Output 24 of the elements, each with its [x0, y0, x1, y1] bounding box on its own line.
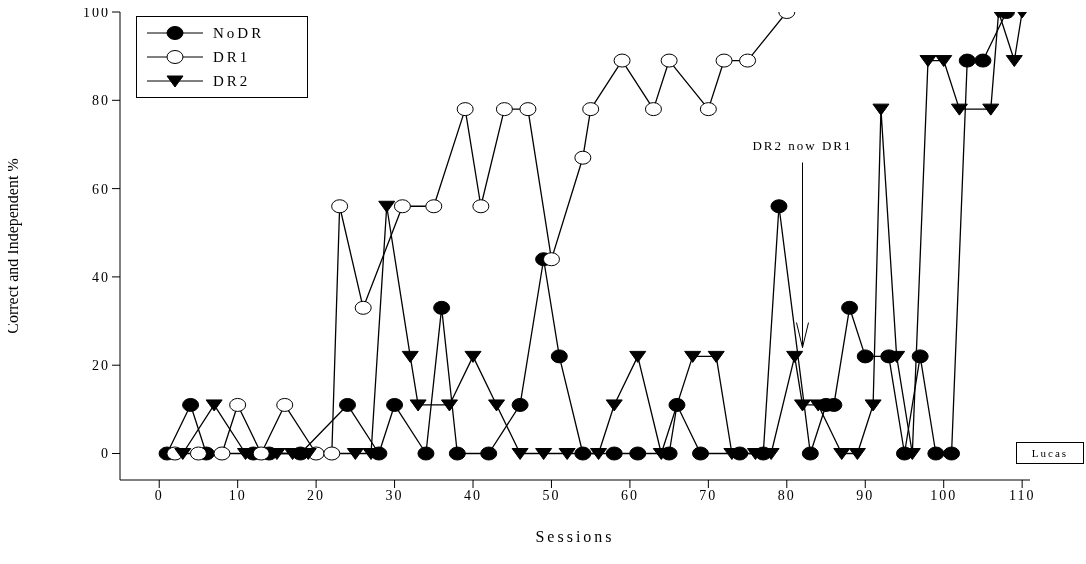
- x-tick-label: 50: [542, 487, 561, 503]
- x-tick-label: 10: [228, 487, 247, 503]
- x-tick-label: 80: [777, 487, 796, 503]
- x-axis-title: Sessions: [535, 528, 615, 545]
- x-tick-label: 0: [154, 487, 164, 503]
- y-tick-label: 60: [92, 181, 110, 197]
- annotation: DR2 now DR1: [752, 138, 853, 154]
- x-tick-label: 20: [307, 487, 326, 503]
- y-tick-label: 20: [92, 358, 110, 374]
- x-tick-label: 70: [699, 487, 718, 503]
- legend-label: NoDR: [213, 24, 265, 42]
- x-tick-label: 60: [620, 487, 639, 503]
- legend-label: DR2: [213, 72, 251, 90]
- x-tick-label: 90: [856, 487, 875, 503]
- x-tick-label: 30: [385, 487, 404, 503]
- x-tick-label: 100: [930, 487, 958, 503]
- y-tick-label: 40: [92, 269, 110, 285]
- y-tick-label: 80: [92, 93, 110, 109]
- y-tick-label: 100: [83, 4, 110, 20]
- y-tick-label: 0: [101, 446, 110, 462]
- x-tick-label: 40: [464, 487, 483, 503]
- legend-label: DR1: [213, 48, 251, 66]
- text: Lucas: [1016, 441, 1084, 464]
- x-tick-label: 110: [1008, 487, 1036, 503]
